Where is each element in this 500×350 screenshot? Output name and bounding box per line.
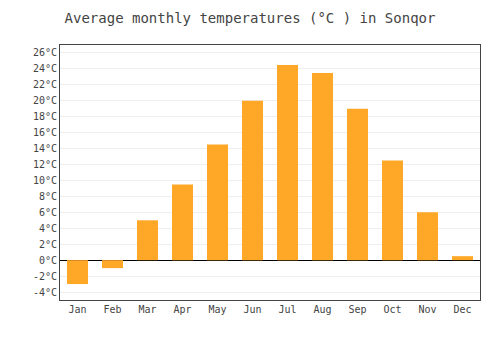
svg-text:8°C: 8°C — [39, 191, 57, 202]
svg-text:6°C: 6°C — [39, 207, 57, 218]
svg-text:May: May — [208, 304, 226, 315]
svg-text:Aug: Aug — [313, 304, 331, 315]
svg-text:12°C: 12°C — [33, 159, 57, 170]
svg-text:0°C: 0°C — [39, 255, 57, 266]
svg-text:18°C: 18°C — [33, 111, 57, 122]
svg-text:16°C: 16°C — [33, 127, 57, 138]
svg-text:20°C: 20°C — [33, 95, 57, 106]
svg-text:4°C: 4°C — [39, 223, 57, 234]
svg-text:Jul: Jul — [278, 304, 296, 315]
svg-text:Apr: Apr — [173, 304, 191, 315]
svg-text:10°C: 10°C — [33, 175, 57, 186]
svg-text:-2°C: -2°C — [33, 271, 57, 282]
svg-text:-4°C: -4°C — [33, 287, 57, 298]
svg-text:Jun: Jun — [243, 304, 261, 315]
svg-text:Jan: Jan — [68, 304, 86, 315]
svg-text:Feb: Feb — [103, 304, 121, 315]
svg-text:Sep: Sep — [348, 304, 366, 315]
svg-text:22°C: 22°C — [33, 79, 57, 90]
svg-text:Dec: Dec — [453, 304, 471, 315]
svg-text:2°C: 2°C — [39, 239, 57, 250]
svg-text:Oct: Oct — [383, 304, 401, 315]
svg-text:Nov: Nov — [418, 304, 436, 315]
svg-text:Mar: Mar — [138, 304, 156, 315]
svg-text:Average monthly temperatures (: Average monthly temperatures (°C ) in So… — [65, 10, 436, 26]
svg-text:14°C: 14°C — [33, 143, 57, 154]
svg-text:24°C: 24°C — [33, 63, 57, 74]
svg-text:26°C: 26°C — [33, 47, 57, 58]
